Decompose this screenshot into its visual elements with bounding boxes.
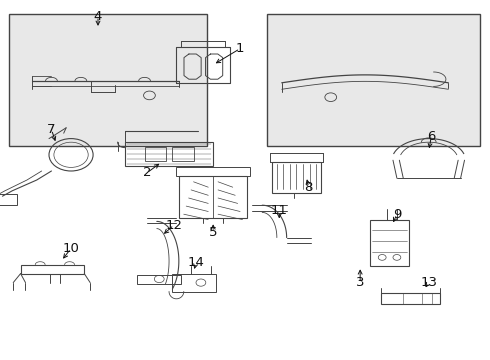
- Text: 4: 4: [94, 10, 102, 23]
- Text: 13: 13: [420, 276, 437, 289]
- Bar: [176, 167, 250, 176]
- Text: 1: 1: [236, 42, 245, 55]
- Bar: [125, 142, 213, 166]
- Text: 11: 11: [271, 204, 288, 217]
- Bar: [145, 147, 166, 161]
- Text: 14: 14: [188, 256, 204, 269]
- Bar: [137, 275, 181, 284]
- Bar: [272, 162, 321, 193]
- Text: 3: 3: [356, 276, 365, 289]
- Text: 12: 12: [166, 219, 182, 231]
- Bar: [381, 293, 440, 304]
- Text: 6: 6: [427, 130, 436, 143]
- Bar: [9, 14, 207, 146]
- Bar: [370, 220, 409, 266]
- Bar: [21, 265, 84, 274]
- Bar: [179, 176, 247, 218]
- Text: 10: 10: [63, 242, 79, 255]
- Bar: [0, 194, 17, 205]
- Text: 9: 9: [392, 208, 401, 221]
- Bar: [267, 14, 480, 146]
- Bar: [172, 274, 216, 292]
- Text: 8: 8: [304, 181, 313, 194]
- Text: 5: 5: [209, 226, 218, 239]
- Bar: [172, 147, 194, 161]
- Text: 7: 7: [47, 123, 56, 136]
- Text: 2: 2: [143, 166, 151, 179]
